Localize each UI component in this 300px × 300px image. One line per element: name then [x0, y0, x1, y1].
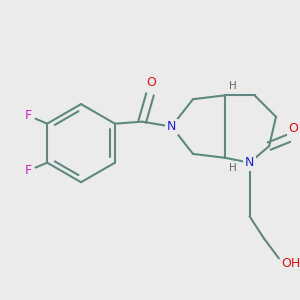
Text: OH: OH [281, 257, 300, 270]
Text: H: H [229, 81, 237, 91]
Text: N: N [167, 120, 176, 133]
Text: H: H [229, 163, 237, 172]
Text: O: O [146, 76, 156, 89]
Text: F: F [25, 164, 32, 177]
Text: O: O [289, 122, 298, 135]
Text: N: N [245, 156, 254, 169]
Text: F: F [25, 109, 32, 122]
